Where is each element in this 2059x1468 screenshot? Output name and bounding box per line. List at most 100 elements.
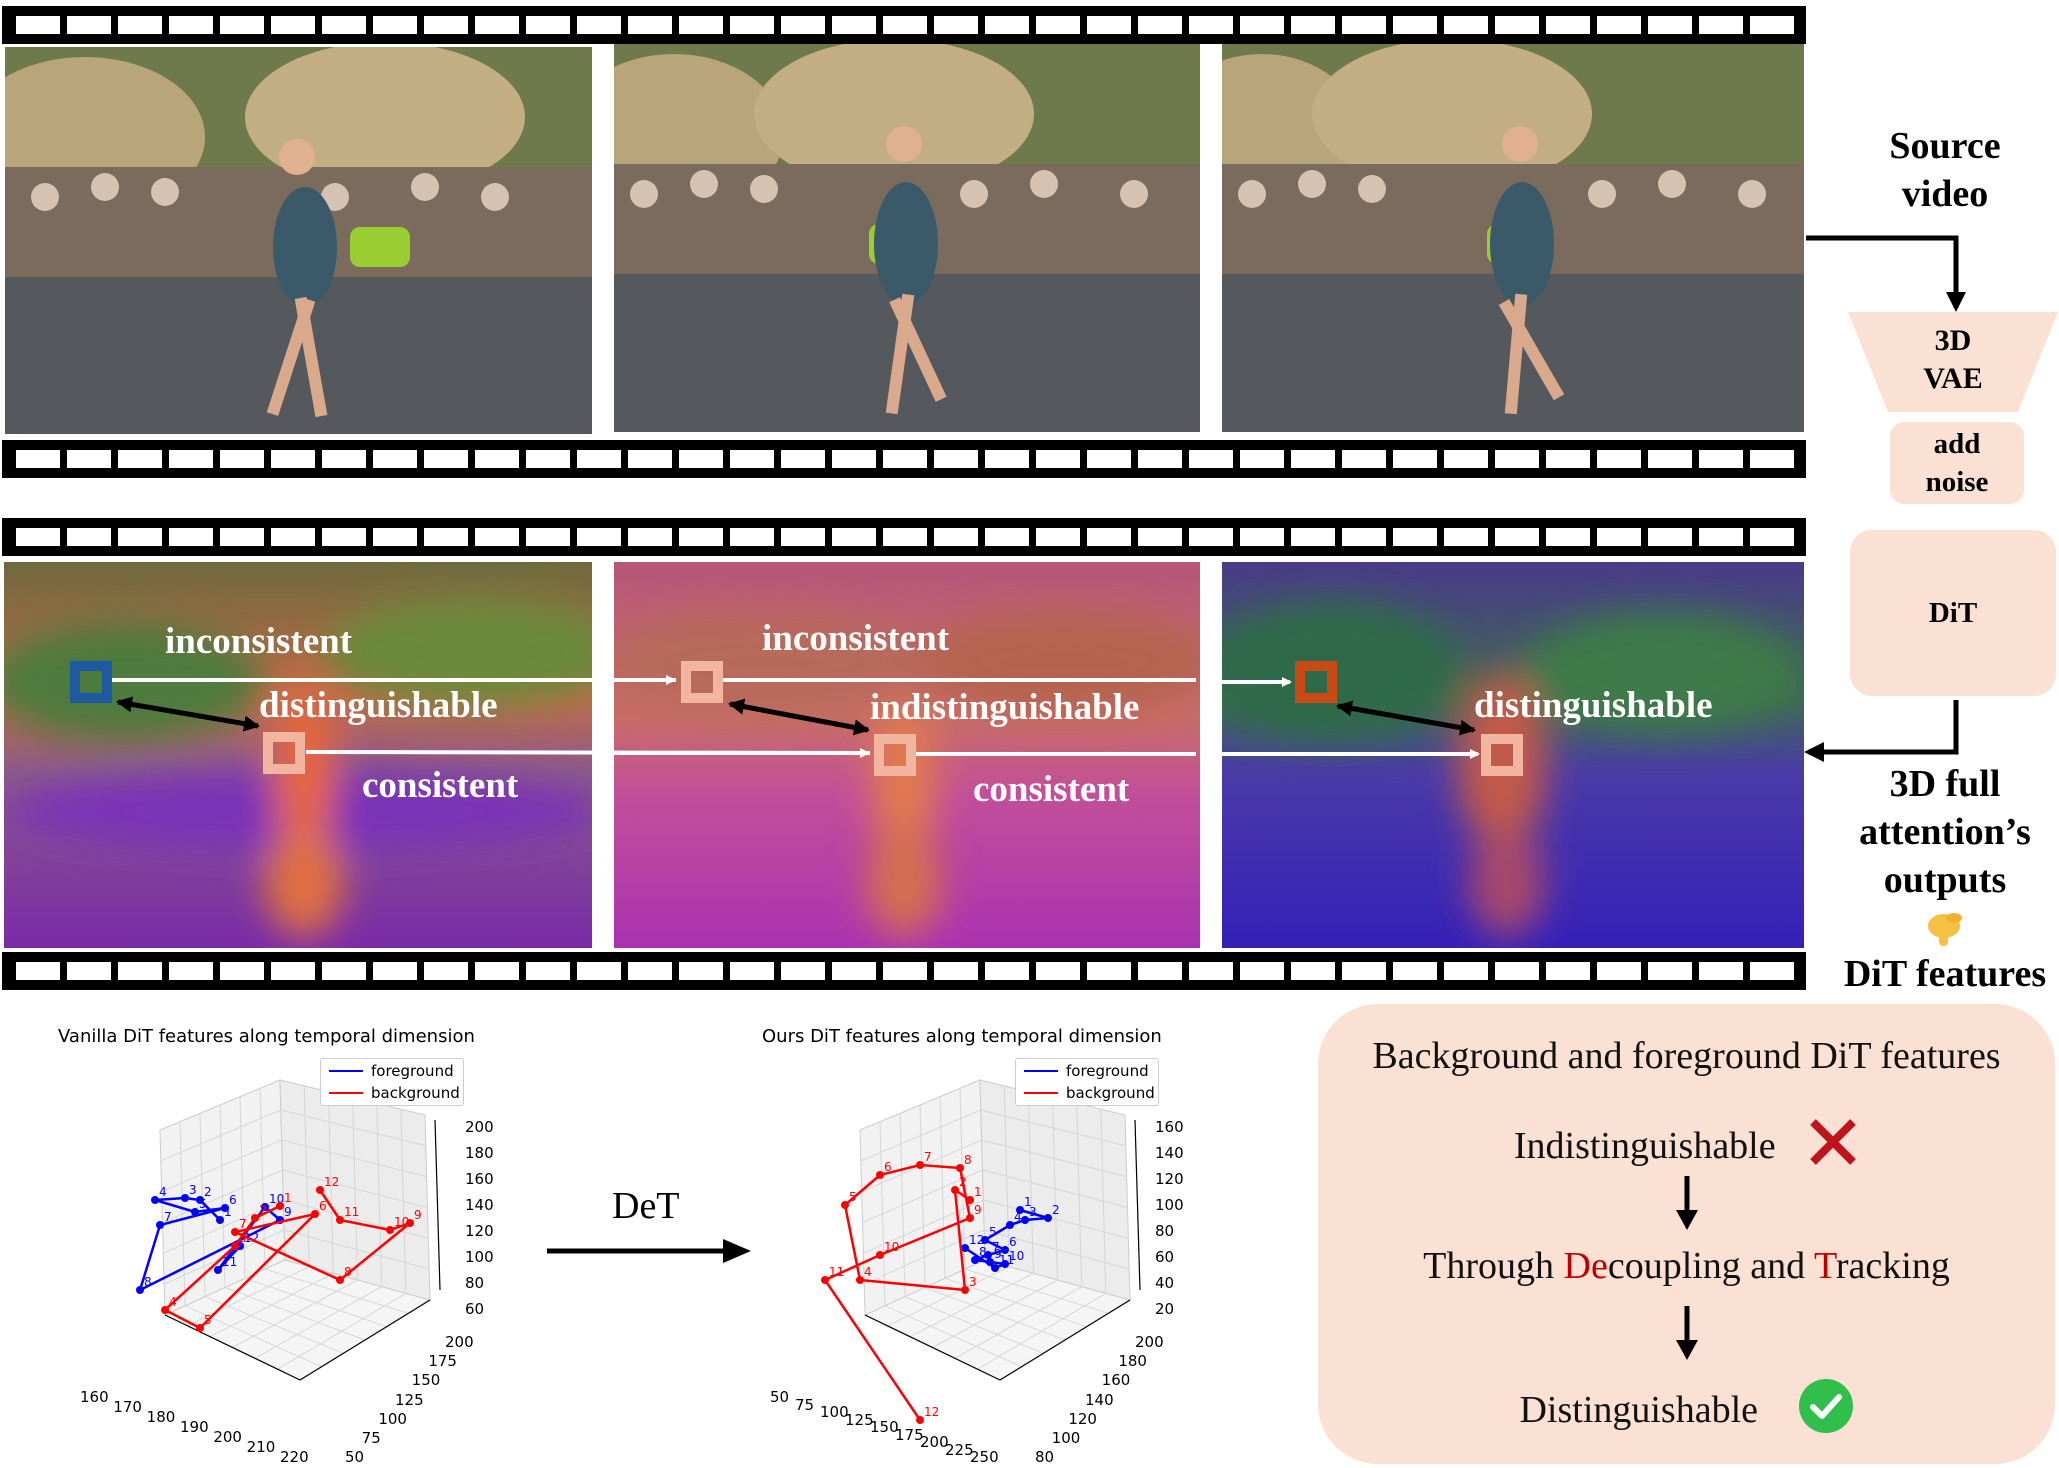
plot1-background-point-label: 10 (394, 1215, 409, 1229)
plot1-background-point-label: 11 (344, 1205, 359, 1219)
sprocket-hole (934, 16, 978, 34)
sprocket-hole (679, 528, 723, 546)
plot1-background-point (336, 1216, 344, 1224)
z-tick-label: 60 (465, 1300, 485, 1318)
plot1-background-point (231, 1228, 239, 1236)
plot2-foreground-point (1001, 1260, 1009, 1268)
z-tick-label: 80 (465, 1274, 485, 1292)
sprocket-hole (271, 16, 315, 34)
plot1-foreground-point (181, 1194, 189, 1202)
plot1-background-point-label: 7 (239, 1217, 247, 1231)
sprocket-hole (220, 450, 264, 468)
plot2-foreground-point (981, 1236, 989, 1244)
plot2-foreground-point (1016, 1206, 1024, 1214)
sprocket-hole (1291, 450, 1335, 468)
film-strip-top (2, 6, 1806, 44)
z-tick-label: 180 (465, 1144, 494, 1162)
plot2-foreground-point (991, 1264, 999, 1272)
plot1-background-point-label: 1 (284, 1191, 292, 1205)
sprocket-hole (985, 962, 1029, 980)
sprocket-hole (16, 528, 60, 546)
sprocket-hole (1597, 962, 1641, 980)
z-tick-label: 60 (1155, 1248, 1175, 1266)
sprocket-hole (1699, 16, 1743, 34)
sprocket-hole (424, 16, 468, 34)
sprocket-hole (883, 450, 927, 468)
y-axis (999, 1299, 1131, 1381)
x-tick-label: 170 (113, 1398, 142, 1416)
sprocket-hole (475, 450, 519, 468)
y-tick-label: 125 (395, 1390, 424, 1409)
sprocket-hole (1648, 962, 1692, 980)
sprocket-hole (1495, 16, 1539, 34)
sprocket-hole (1036, 450, 1080, 468)
sprocket-hole (679, 450, 723, 468)
sprocket-hole (1138, 528, 1182, 546)
annotation-consistent-1: consistent (362, 765, 519, 806)
sprocket-hole (679, 962, 723, 980)
plot2-background-point (841, 1201, 849, 1209)
sprocket-hole (985, 16, 1029, 34)
plot1-background-point-label: 5 (204, 1313, 212, 1327)
sprocket-hole (373, 16, 417, 34)
z-tick-label: 40 (1155, 1274, 1175, 1292)
grid-line (259, 1088, 266, 1270)
sprocket-hole (1087, 528, 1131, 546)
sprocket-hole (322, 962, 366, 980)
sprocket-hole (1444, 528, 1488, 546)
plot2-foreground-point (984, 1251, 992, 1259)
plot2-foreground-point-label: 12 (969, 1233, 984, 1247)
down-arrow-1 (1676, 1176, 1698, 1230)
annotation-inconsistent-1: inconsistent (165, 621, 353, 662)
source-frame-3 (1222, 44, 1804, 432)
plot1-background-point (231, 1242, 239, 1250)
pointing-hand-icon (1928, 913, 1962, 946)
sprocket-hole (67, 450, 111, 468)
sprocket-hole (526, 450, 570, 468)
z-tick-label: 120 (465, 1222, 494, 1240)
sprocket-hole (1699, 450, 1743, 468)
source-frame-2 (614, 44, 1200, 432)
y-tick-label: 175 (428, 1352, 457, 1371)
sprocket-hole (1087, 962, 1131, 980)
z-tick-label: 140 (1155, 1144, 1184, 1162)
plot1-foreground-point-label: 7 (164, 1210, 172, 1224)
sprocket-hole (1189, 450, 1233, 468)
plot2-background-point (966, 1214, 974, 1222)
plot1-foreground-point (156, 1221, 164, 1229)
x-tick-label: 150 (870, 1418, 899, 1436)
plot2-foreground-point-label: 2 (1052, 1203, 1060, 1217)
sprocket-hole (424, 962, 468, 980)
x-tick-label: 250 (970, 1448, 999, 1466)
x-tick-label: 220 (280, 1448, 309, 1466)
sprocket-hole (1291, 962, 1335, 980)
plot2-background-point-label: 2 (959, 1175, 967, 1189)
sprocket-hole (118, 528, 162, 546)
plot1-background-point (336, 1276, 344, 1284)
plot1-foreground-point-label: 2 (204, 1185, 212, 1199)
legend-swatch-bg (1024, 1092, 1058, 1094)
sprocket-hole (271, 962, 315, 980)
plot1-foreground-point (221, 1204, 229, 1212)
plot2-title: Ours DiT features along temporal dimensi… (762, 1026, 1162, 1047)
sprocket-hole (781, 962, 825, 980)
vae-label: 3D VAE (1923, 324, 1983, 395)
plot1-foreground-point-label: 8 (144, 1275, 152, 1289)
sprocket-hole (16, 962, 60, 980)
sprocket-hole (1750, 16, 1794, 34)
plot2-background-point-label: 1 (974, 1185, 982, 1199)
sprocket-hole (1036, 16, 1080, 34)
z-tick-label: 100 (1155, 1196, 1184, 1214)
sprocket-hole (1495, 962, 1539, 980)
panel-step-through: Through Decoupling and Tracking (1423, 1245, 1950, 1287)
sprocket-hole (730, 450, 774, 468)
y-axis (299, 1299, 431, 1381)
x-tick-label: 200 (213, 1428, 242, 1446)
sprocket-hole (1189, 962, 1233, 980)
x-tick-label: 175 (895, 1425, 924, 1444)
plot2-background-point-label: 7 (924, 1150, 932, 1164)
x-tick-label: 75 (795, 1395, 815, 1414)
sprocket-hole (730, 16, 774, 34)
plot1-foreground-point-label: 11 (222, 1255, 237, 1269)
sprocket-hole (1495, 450, 1539, 468)
